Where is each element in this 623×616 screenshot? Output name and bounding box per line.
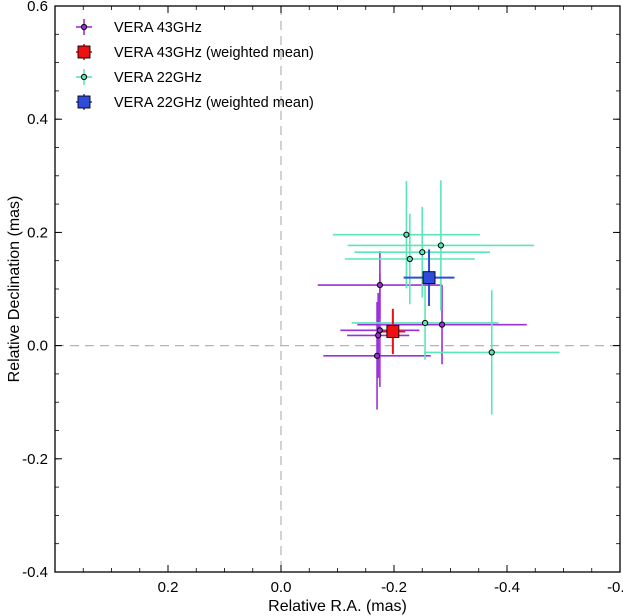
error-bars xyxy=(317,180,560,415)
x-tick-label: -0.2 xyxy=(381,579,407,596)
x-tick-label: 0.0 xyxy=(271,579,292,596)
y-axis-label: Relative Declination (mas) xyxy=(6,196,23,383)
data-point-marker xyxy=(376,281,383,289)
legend-marker xyxy=(77,95,91,109)
data-point-marker xyxy=(422,271,436,285)
y-tick-label: 0.0 xyxy=(27,338,48,355)
data-markers xyxy=(373,231,495,359)
x-tick-label: -0.6 xyxy=(607,579,623,596)
data-point-marker xyxy=(438,321,446,328)
x-tick-label: 0.2 xyxy=(158,579,179,596)
y-tick-label: 0.2 xyxy=(27,224,48,241)
data-point-marker xyxy=(419,249,426,256)
data-point-marker xyxy=(376,327,383,334)
plot-frame xyxy=(54,5,621,573)
x-axis-label: Relative R.A. (mas) xyxy=(268,598,407,615)
legend-label: VERA 43GHz xyxy=(114,20,202,36)
axis-ticks xyxy=(54,5,621,573)
data-point-marker xyxy=(375,332,382,339)
data-point-marker xyxy=(373,352,381,359)
legend-marker xyxy=(77,45,91,59)
legend-label: VERA 22GHz xyxy=(114,70,202,86)
legend-label: VERA 43GHz (weighted mean) xyxy=(114,45,314,61)
data-point-marker xyxy=(488,349,495,356)
y-tick-label: 0.4 xyxy=(27,111,48,128)
y-tick-label: 0.6 xyxy=(27,0,48,15)
x-tick-label: -0.4 xyxy=(494,579,520,596)
legend-label: VERA 22GHz (weighted mean) xyxy=(114,95,314,111)
y-tick-label: -0.2 xyxy=(22,451,48,468)
legend-marker xyxy=(80,73,88,81)
tick-labels: 0.2 0.0 -0.2 -0.4 -0.6 -0.4 -0.2 0.0 0.2 0.4 0.6 xyxy=(22,0,623,596)
legend-marker xyxy=(80,23,88,31)
legend: VERA 43GHz VERA 43GHz (weighted mean) VERA… xyxy=(76,19,314,111)
data-point-marker xyxy=(406,255,413,263)
data-point-marker xyxy=(421,319,429,327)
y-tick-label: -0.4 xyxy=(22,564,48,581)
data-point-marker xyxy=(437,242,444,249)
data-point-marker xyxy=(403,231,410,238)
reference-lines xyxy=(55,6,620,572)
data-point-marker xyxy=(386,325,400,338)
